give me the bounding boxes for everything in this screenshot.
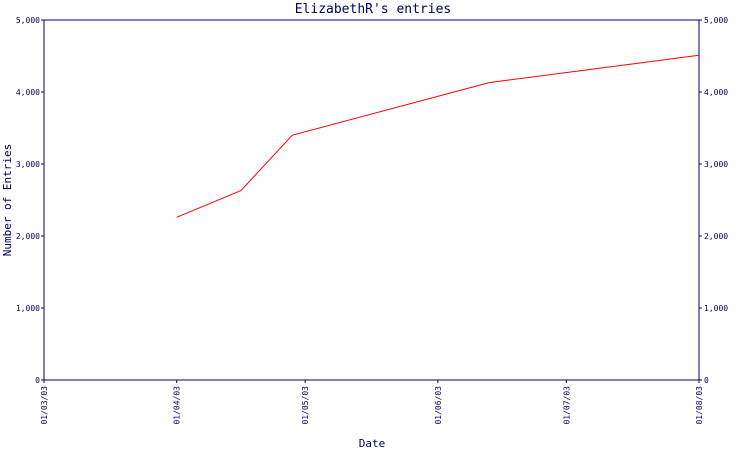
y-tick-label-right: 1,000	[704, 304, 728, 313]
x-tick-label: 01/04/03	[173, 386, 182, 425]
y-tick-label-left: 0	[35, 376, 40, 385]
x-tick-label: 01/05/03	[301, 386, 310, 425]
chart-title: ElizabethR's entries	[295, 2, 452, 17]
y-tick-label-left: 2,000	[16, 232, 40, 241]
y-tick-label-right: 3,000	[704, 160, 728, 169]
plot-area	[43, 19, 700, 381]
y-tick-label-left: 4,000	[16, 88, 40, 97]
series-group	[176, 54, 700, 218]
x-tick-label: 01/06/03	[434, 386, 443, 425]
y-axis-label: Number of Entries	[1, 144, 14, 257]
y-axis-right: 0 1,000 2,000 3,000 4,000 5,000	[699, 16, 728, 385]
y-axis-left: 0 1,000 2,000 3,000 4,000 5,000	[16, 16, 44, 385]
x-tick-label: 01/03/03	[40, 386, 49, 425]
y-tick-label-right: 0	[704, 376, 709, 385]
y-tick-label-left: 1,000	[16, 304, 40, 313]
y-tick-label-right: 5,000	[704, 16, 728, 25]
x-tick-label: 01/08/03	[695, 386, 704, 425]
y-tick-label-left: 5,000	[16, 16, 40, 25]
y-tick-label-right: 2,000	[704, 232, 728, 241]
x-axis: 01/03/03 01/04/03 01/05/03 01/06/03 01/07/03…	[40, 380, 704, 425]
series-line	[176, 54, 700, 218]
y-tick-label-right: 4,000	[704, 88, 728, 97]
x-tick-label: 01/07/03	[562, 386, 571, 425]
y-tick-label-left: 3,000	[16, 160, 40, 169]
x-axis-label: Date	[359, 437, 386, 450]
